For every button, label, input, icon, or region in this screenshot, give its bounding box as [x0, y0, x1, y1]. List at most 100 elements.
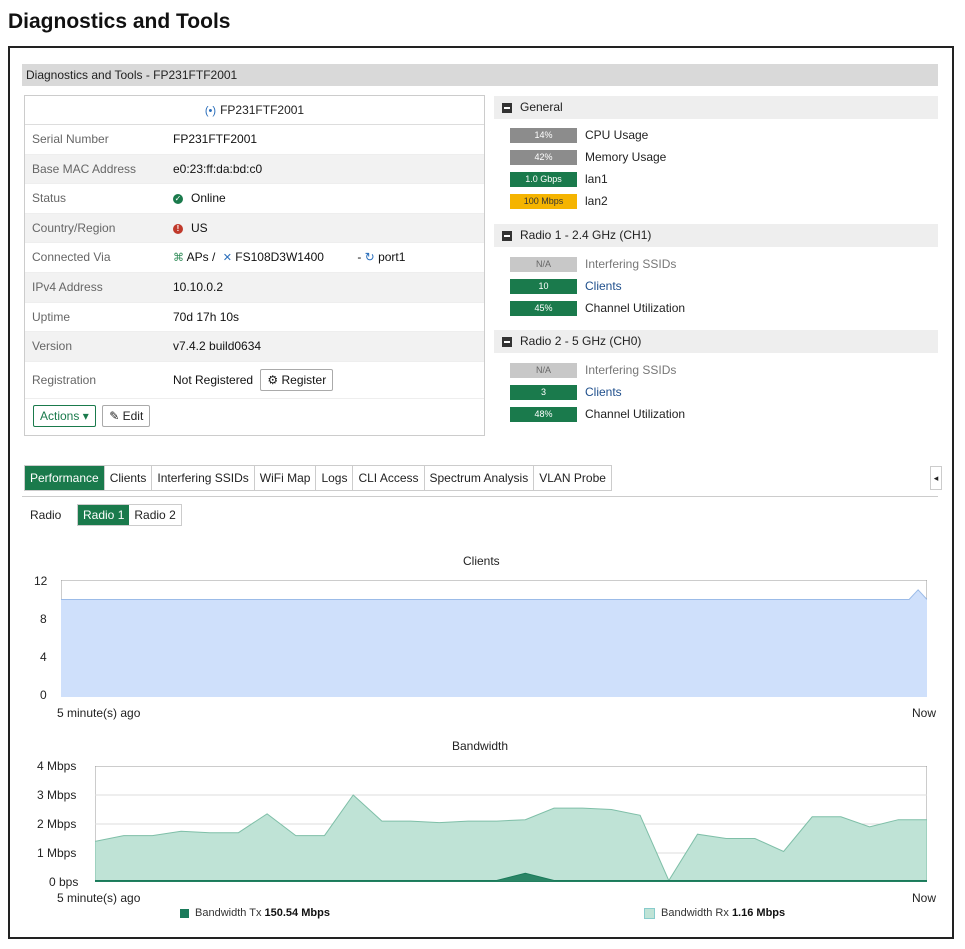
cpu-pill: 14%: [510, 128, 577, 143]
radio-1-option[interactable]: Radio 1: [78, 505, 130, 525]
tab-cli-access[interactable]: CLI Access: [353, 466, 425, 490]
actions-dropdown[interactable]: Actions ▾: [33, 405, 96, 427]
tab-spectrum-analysis[interactable]: Spectrum Analysis: [424, 466, 535, 490]
info-label: Serial Number: [32, 132, 109, 146]
tab-performance[interactable]: Performance: [25, 466, 105, 490]
tab-interfering-ssids[interactable]: Interfering SSIDs: [152, 466, 255, 490]
legend-swatch-tx: [180, 908, 189, 918]
info-row-connected-via: Connected Via ⌘ APs / ✕ FS108D3W1400 - ↻…: [25, 243, 484, 273]
clients-line: [61, 589, 927, 600]
country-value: US: [191, 220, 208, 235]
tabs-divider: [22, 496, 938, 497]
collapse-icon: [502, 102, 512, 113]
tab-logs[interactable]: Logs: [316, 466, 354, 490]
info-row-registration: Registration Not Registered ⚙ Register: [25, 362, 484, 399]
stat-label: Memory Usage: [585, 150, 667, 164]
info-label: Registration: [32, 372, 97, 387]
section-title: Radio 2 - 5 GHz (CH0): [520, 334, 642, 348]
switch-icon: ✕: [222, 252, 232, 265]
tab-bar: Performance Clients Interfering SSIDs Wi…: [24, 465, 612, 491]
legend-rx-name: Bandwidth Rx: [661, 907, 729, 919]
info-label: Country/Region: [32, 220, 116, 235]
util-pill: 48%: [510, 407, 577, 422]
stat-label: lan1: [585, 172, 608, 186]
info-label: Connected Via: [32, 250, 111, 265]
tab-vlan-probe[interactable]: VLAN Probe: [534, 466, 611, 490]
access-point-icon: (•): [204, 105, 217, 117]
window-title: Diagnostics and Tools - FP231FTF2001: [22, 64, 938, 86]
radio-2-option[interactable]: Radio 2: [134, 508, 176, 522]
main-frame: [8, 46, 954, 939]
y-tick-label: 4: [40, 650, 47, 664]
stat-label: Interfering SSIDs: [585, 363, 677, 377]
lan1-pill: 1.0 Gbps: [510, 172, 577, 187]
tab-clients[interactable]: Clients: [104, 466, 153, 490]
radio-selector: Radio 1 Radio 2: [77, 504, 182, 526]
legend-tx[interactable]: Bandwidth Tx 150.54 Mbps: [180, 907, 330, 919]
y-tick-label: 4 Mbps: [37, 759, 77, 773]
section-title: Radio 1 - 2.4 GHz (CH1): [520, 228, 652, 242]
info-row-version: Version v7.4.2 build0634: [25, 332, 484, 362]
stat-label: CPU Usage: [585, 128, 649, 142]
y-tick-label: 0: [40, 688, 47, 702]
y-tick-label: 8: [40, 612, 47, 626]
info-label: Status: [32, 191, 67, 206]
bandwidth-rx-area: [95, 794, 927, 882]
x-end-label: Now: [912, 706, 937, 720]
y-tick-label: 3 Mbps: [37, 788, 77, 802]
page-title: Diagnostics and Tools: [8, 10, 231, 33]
port-icon: ↻: [364, 250, 375, 265]
edit-button[interactable]: ✎ Edit: [102, 405, 151, 427]
aps-link[interactable]: APs /: [186, 250, 216, 265]
legend-rx-total: 1.16 Mbps: [731, 907, 786, 919]
warning-icon: !: [173, 223, 183, 234]
info-row-status: Status ✓ Online: [25, 184, 484, 214]
clients-chart: [61, 580, 927, 697]
legend-swatch-rx: [644, 907, 655, 919]
register-label: Register: [281, 372, 327, 387]
info-value: v7.4.2 build0634: [173, 339, 262, 354]
tab-wifi-map[interactable]: WiFi Map: [254, 466, 317, 490]
info-value: 70d 17h 10s: [173, 309, 240, 324]
bandwidth-tx-area: [95, 872, 927, 882]
radio2-section-header[interactable]: Radio 2 - 5 GHz (CH0): [494, 330, 938, 353]
aps-icon: ⌘: [173, 252, 184, 265]
y-tick-label: 1 Mbps: [37, 846, 77, 860]
status-value: Online: [191, 191, 226, 206]
general-section-header[interactable]: General: [494, 96, 938, 119]
info-row-ipv4: IPv4 Address 10.10.0.2: [25, 272, 484, 303]
switch-link[interactable]: FS108D3W1400: [235, 250, 324, 265]
info-row-country: Country/Region ! US: [25, 213, 484, 244]
pencil-icon: ✎: [109, 409, 120, 423]
info-value: FP231FTF2001: [173, 132, 258, 146]
y-tick-label: 2 Mbps: [37, 817, 77, 831]
interfering-pill: N/A: [510, 363, 577, 378]
util-pill: 45%: [510, 301, 577, 316]
interfering-pill: N/A: [510, 257, 577, 272]
radio1-section-header[interactable]: Radio 1 - 2.4 GHz (CH1): [494, 224, 938, 247]
clients-area: [61, 589, 927, 697]
legend-tx-name: Bandwidth Tx: [195, 907, 262, 919]
info-label: Base MAC Address: [32, 161, 137, 176]
stat-label: Channel Utilization: [585, 407, 686, 421]
device-header: (•) FP231FTF2001: [25, 96, 484, 125]
collapse-panel-icon[interactable]: ◂: [930, 466, 942, 490]
bandwidth-chart-title: Bandwidth: [452, 739, 509, 753]
separator: -: [357, 250, 362, 265]
register-icon: ⚙: [267, 372, 279, 387]
registration-value: Not Registered: [173, 372, 254, 387]
legend-rx[interactable]: Bandwidth Rx 1.16 Mbps: [644, 907, 785, 919]
lan2-pill: 100 Mbps: [510, 194, 577, 209]
clients-pill: 3: [510, 385, 577, 400]
info-label: Uptime: [32, 309, 71, 324]
stat-label: Channel Utilization: [585, 301, 686, 315]
clients-link[interactable]: Clients: [585, 385, 622, 399]
radio-selector-label: Radio: [30, 508, 62, 522]
port-link[interactable]: port1: [378, 250, 406, 265]
y-tick-label: 12: [34, 574, 48, 588]
clients-link[interactable]: Clients: [585, 279, 622, 293]
info-row-mac: Base MAC Address e0:23:ff:da:bd:c0: [25, 154, 484, 185]
register-button[interactable]: ⚙ Register: [260, 368, 334, 391]
stat-label: lan2: [585, 194, 608, 208]
collapse-icon: [502, 336, 512, 347]
